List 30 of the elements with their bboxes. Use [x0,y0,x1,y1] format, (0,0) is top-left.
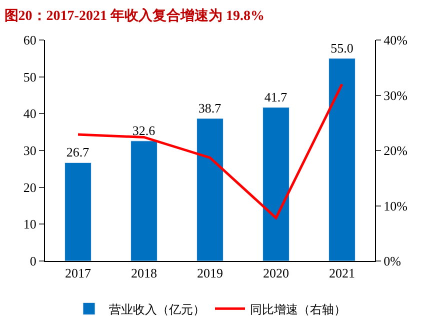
y-tick-label: 10 [23,216,36,232]
data-label: 41.7 [264,89,288,104]
y2-tick-label: 40% [384,32,408,48]
bar [196,118,224,261]
y2-tick-label: 10% [384,198,408,214]
bar [130,140,158,261]
x-tick-label: 2021 [329,266,355,281]
y-tick-label: 40 [23,106,36,122]
y2-tick-label: 20% [384,143,408,158]
x-tick-label: 2017 [65,266,92,281]
bar [262,107,290,261]
x-tick-label: 2020 [263,266,289,281]
x-tick-label: 2019 [197,266,223,281]
data-label: 38.7 [198,100,222,116]
y-tick-label: 0 [30,254,36,269]
x-tick-label: 2018 [131,266,157,281]
bar [64,162,92,261]
y-tick-label: 20 [23,180,36,195]
y2-tick-label: 0% [384,254,402,269]
y-tick-label: 60 [23,32,36,48]
legend-label: 同比增速（右轴） [250,302,346,316]
data-label: 26.7 [66,144,90,160]
legend-label: 营业收入（亿元） [109,302,205,316]
y2-tick-label: 30% [384,88,408,103]
chart-title: 图20：2017-2021 年收入复合增速为 19.8% [4,8,264,24]
y-tick-label: 50 [23,69,36,84]
bar [328,58,356,261]
y-tick-label: 30 [23,143,36,158]
data-label: 55.0 [330,40,354,56]
data-label: 32.6 [132,122,156,138]
